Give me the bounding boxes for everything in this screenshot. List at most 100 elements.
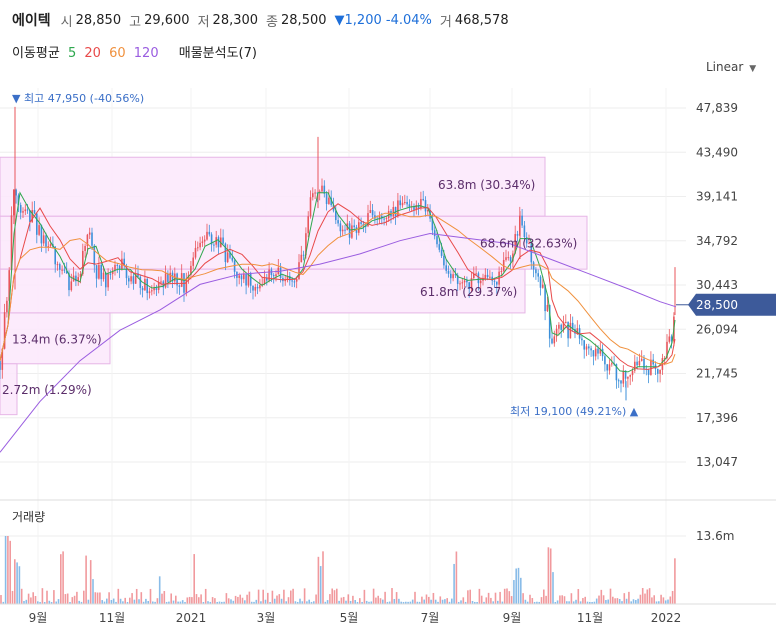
volume-bar xyxy=(195,594,198,604)
volume-bar xyxy=(99,592,101,604)
current-price-label: 28,500 xyxy=(696,298,738,312)
volume-bar xyxy=(556,600,559,604)
volume-bar xyxy=(609,588,612,604)
volume-bar xyxy=(499,591,501,604)
down-arrow-icon: ▼ xyxy=(334,12,345,28)
volume-bar xyxy=(193,554,195,604)
volume-bar xyxy=(485,597,488,604)
candle-body xyxy=(36,213,38,235)
volume-bar xyxy=(641,588,644,604)
candle-body xyxy=(45,235,47,247)
candle-body xyxy=(597,348,599,354)
scale-mode-dropdown[interactable]: Linear ▼ xyxy=(706,60,756,74)
volume-bar xyxy=(439,596,442,604)
candle-body xyxy=(100,264,102,280)
volume-bar xyxy=(446,598,448,604)
volume-bar xyxy=(561,595,563,604)
volume-bar xyxy=(575,599,577,604)
volume-bar xyxy=(437,601,439,604)
candle-body xyxy=(486,274,489,277)
ma5-line xyxy=(0,191,676,373)
candle-body xyxy=(454,274,457,276)
candle-body xyxy=(98,264,100,279)
volume-bar xyxy=(434,599,437,604)
candle-body xyxy=(49,244,52,247)
candle-body xyxy=(208,231,211,235)
volume-bar xyxy=(572,601,575,604)
ma20-line xyxy=(0,203,676,370)
volume-bar xyxy=(625,598,628,604)
volume-bar xyxy=(363,589,366,604)
change-percent: -4.04% xyxy=(385,12,432,28)
candle-body xyxy=(443,255,445,266)
candle-body xyxy=(640,358,643,361)
candle-body xyxy=(224,243,227,263)
volume-bar xyxy=(359,598,361,604)
x-tick-label: 9월 xyxy=(29,611,48,625)
candle-body xyxy=(321,185,323,192)
volume-bar xyxy=(618,598,621,604)
volume-bar xyxy=(269,601,271,604)
candle-body xyxy=(663,358,666,360)
candle-body xyxy=(13,189,15,216)
volume-bar xyxy=(531,598,534,604)
candle-body xyxy=(286,275,289,280)
volume-bar xyxy=(356,601,359,604)
candle-body xyxy=(371,210,374,216)
candle-body xyxy=(201,241,204,243)
candle-body xyxy=(54,246,56,265)
volume-bar xyxy=(122,601,124,604)
candle-body xyxy=(229,252,231,258)
volume-bar xyxy=(490,597,492,604)
candle-body xyxy=(263,278,266,284)
high-value: 29,600 xyxy=(144,12,190,28)
volume-bar xyxy=(32,592,34,604)
volume-bar xyxy=(354,600,356,604)
x-tick-label: 11월 xyxy=(99,611,125,625)
volume-bar xyxy=(50,601,53,604)
volume-bar xyxy=(250,601,253,604)
volume-bar xyxy=(299,598,301,604)
candle-body xyxy=(328,197,330,204)
volume-bar xyxy=(400,601,402,604)
volume-bar xyxy=(630,601,632,604)
candle-body xyxy=(631,370,634,376)
volume-bar xyxy=(260,601,262,604)
candle-body xyxy=(500,271,503,273)
candle-body xyxy=(335,210,337,221)
distribution-toggle[interactable]: 매물분석도(7) xyxy=(178,46,257,61)
candle-body xyxy=(617,380,620,382)
volume-bar xyxy=(628,591,630,604)
candle-body xyxy=(459,283,461,285)
volume-bar xyxy=(370,601,373,604)
volume-bar xyxy=(467,590,469,604)
candle-body xyxy=(456,275,459,284)
candle-body xyxy=(392,207,395,217)
volume-bar xyxy=(365,600,368,604)
volume-bar xyxy=(395,592,398,604)
volume-bar xyxy=(414,591,416,604)
moving-average-legend[interactable]: 이동평균 5 20 60 120 매물분석도(7) xyxy=(12,42,261,61)
candle-body xyxy=(592,350,595,357)
candle-body xyxy=(611,363,613,365)
volume-bar xyxy=(239,594,241,604)
volume-bar xyxy=(16,562,18,604)
candle-body xyxy=(514,234,516,254)
volume-bar xyxy=(161,593,163,604)
candle-body xyxy=(627,376,629,379)
volume-bar xyxy=(60,554,62,604)
volume-bar xyxy=(416,601,419,604)
volume-bar xyxy=(211,597,214,604)
volume-bar xyxy=(464,601,467,604)
candle-body xyxy=(316,192,319,194)
candle-body xyxy=(624,370,627,379)
y-tick-label: 30,443 xyxy=(696,278,738,292)
volume-bar xyxy=(37,601,39,604)
volume-bar xyxy=(255,599,258,604)
volume-bar xyxy=(310,601,313,604)
candle-body xyxy=(295,279,298,282)
candle-body xyxy=(153,288,155,291)
volume-bar xyxy=(513,580,515,604)
candle-body xyxy=(22,211,24,213)
